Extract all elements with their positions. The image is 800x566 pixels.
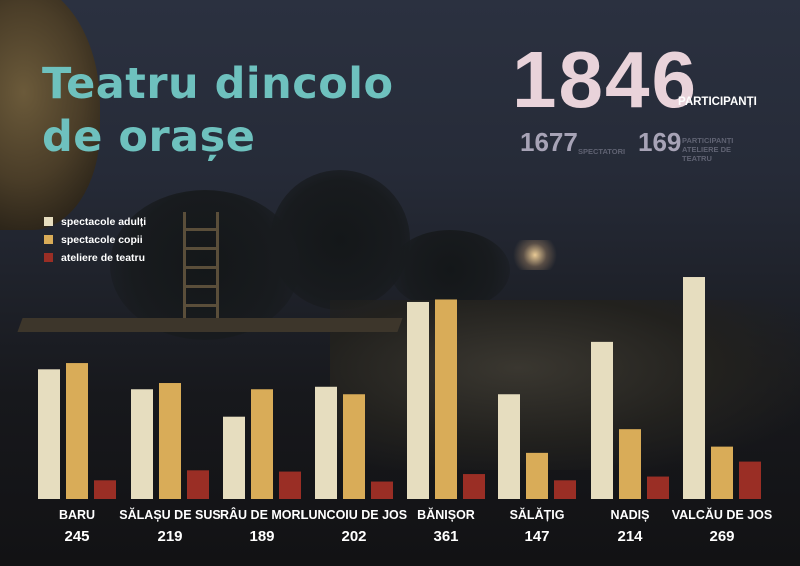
bar-children	[619, 429, 641, 499]
category-total: 219	[157, 528, 182, 545]
bar-workshop	[94, 480, 116, 499]
workshop-participants-number: 169	[638, 127, 682, 157]
category-total: 361	[433, 528, 458, 545]
bar-workshop	[647, 476, 669, 499]
category-total: 214	[617, 528, 643, 545]
bar-children	[711, 446, 733, 499]
legend-swatch	[44, 217, 53, 226]
bar-adult	[498, 394, 520, 499]
category-total: 202	[341, 528, 366, 545]
category-label: NADIȘ	[611, 508, 650, 522]
bar-adult	[38, 369, 60, 499]
bar-children	[66, 363, 88, 499]
category-label: SĂLĂȚIG	[510, 507, 565, 522]
bar-adult	[131, 389, 153, 499]
category-label: RÂU DE MORI	[220, 507, 304, 522]
spectators-label: SPECTATORI	[578, 147, 626, 156]
category-total: 269	[709, 528, 734, 545]
total-participants-number: 1846	[512, 35, 698, 124]
bar-adult	[683, 277, 705, 499]
legend-item-adult-shows: spectacole adulți	[44, 213, 146, 230]
category-total: 189	[249, 528, 274, 545]
bar-children	[343, 394, 365, 499]
title-line-1: Teatru dincolo	[42, 59, 394, 109]
legend-swatch	[44, 253, 53, 262]
bar-workshop	[279, 471, 301, 499]
bar-children	[159, 383, 181, 499]
workshop-label-line-2: ATELIERE DE TEATRU	[682, 145, 732, 163]
stage-ladder	[183, 212, 219, 320]
bar-workshop	[187, 470, 209, 499]
haystack	[0, 0, 100, 230]
category-label: BĂNIȘOR	[417, 507, 475, 522]
bar-workshop	[371, 481, 393, 499]
legend-label: spectacole adulți	[61, 215, 147, 228]
workshop-participants-label: PARTICIPANȚI ATELIERE DE TEATRU	[682, 136, 733, 163]
chart-legend: spectacole adulți spectacole copii ateli…	[44, 213, 146, 267]
category-label: BARU	[59, 508, 95, 522]
legend-label: spectacole copii	[61, 233, 143, 246]
category-label: VALCĂU DE JOS	[672, 507, 772, 522]
tree-silhouette	[390, 230, 510, 310]
page-title: Teatru dincolo de orașe	[42, 58, 394, 164]
category-total: 245	[64, 528, 89, 545]
bar-children	[435, 299, 457, 499]
spectators-number: 1677	[520, 127, 578, 157]
bar-adult	[407, 301, 429, 499]
lamp-glow	[510, 240, 560, 270]
legend-item-children-shows: spectacole copii	[44, 231, 146, 248]
workshop-label-line-1: PARTICIPANȚI	[682, 136, 734, 145]
category-total: 147	[524, 528, 549, 545]
bar-children	[526, 452, 548, 499]
legend-item-workshops: ateliere de teatru	[44, 249, 146, 266]
title-line-2: de orașe	[42, 112, 256, 162]
bar-workshop	[739, 461, 761, 499]
legend-swatch	[44, 235, 53, 244]
total-participants-label: PARTICIPANȚI	[678, 96, 757, 108]
bar-workshop	[554, 480, 576, 499]
bar-children	[251, 389, 273, 499]
category-label: SĂLAȘU DE SUS	[119, 507, 220, 522]
bar-adult	[315, 386, 337, 499]
legend-label: ateliere de teatru	[61, 251, 146, 264]
bar-adult	[223, 416, 245, 499]
bar-workshop	[463, 474, 485, 499]
category-label: LUNCOIU DE JOS	[301, 508, 407, 522]
bar-adult	[591, 341, 613, 499]
